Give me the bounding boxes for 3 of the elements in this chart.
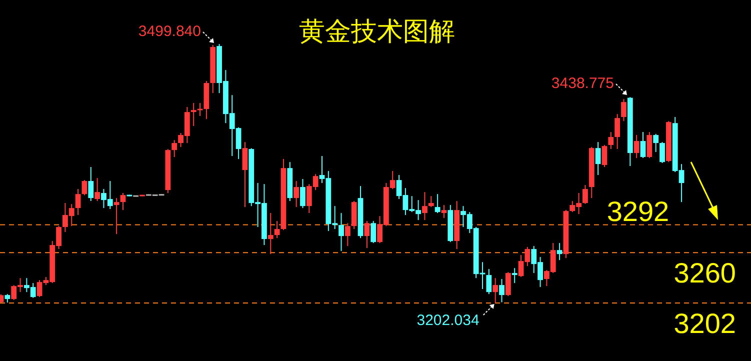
annotation: 3202.034 [416, 312, 480, 329]
title: 黄金技术图解 [299, 17, 455, 47]
annotation: 3438.775 [551, 75, 614, 92]
